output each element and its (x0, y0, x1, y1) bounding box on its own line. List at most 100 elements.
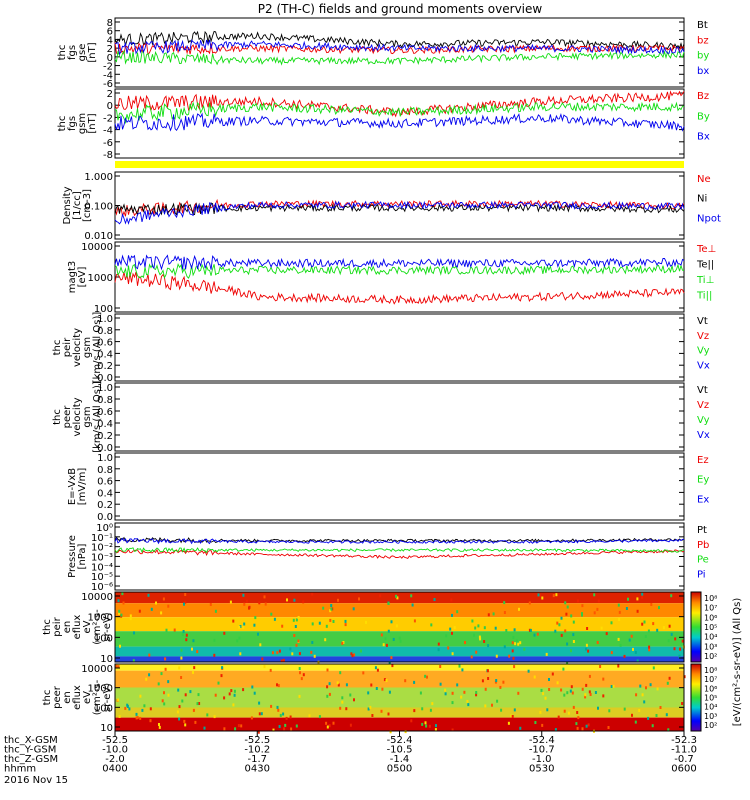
y-axis-label: [1/cc] (72, 191, 83, 220)
spectrogram-pixel (548, 688, 551, 691)
spectrogram-pixel (342, 641, 345, 644)
colorbar-strip (690, 663, 702, 732)
spectrogram-pixel (500, 708, 503, 712)
spectrogram-pixel (510, 714, 513, 718)
y-axis-label: [eV] (77, 267, 88, 288)
colorbar-tick-label: 10⁸ (704, 594, 717, 603)
series-line-Pb (114, 548, 685, 559)
spectrogram-pixel (433, 598, 436, 601)
x-row-value: 0430 (245, 764, 270, 775)
y-tick-label: 0.2 (97, 361, 113, 372)
x-row-value: -52.4 (387, 735, 413, 746)
spectrogram-pixel (180, 656, 183, 660)
spectrogram-pixel (513, 628, 516, 632)
spectrogram-pixel (643, 700, 646, 704)
y-tick-label: 4 (107, 35, 113, 46)
y-tick-label: 1.0 (97, 453, 113, 464)
spectrogram-pixel (424, 674, 427, 678)
spectrogram-pixel (189, 690, 192, 694)
spectrogram-pixel (395, 594, 398, 598)
spectrogram-pixel (135, 716, 138, 720)
y-tick-label: 1000 (88, 684, 113, 695)
spectrogram-pixel (374, 666, 377, 670)
spectrogram-pixel (610, 651, 613, 655)
colorbar-tick-label: 10⁵ (704, 694, 717, 703)
spectrogram-pixel (148, 673, 151, 677)
spectrogram-band (115, 707, 684, 718)
spectrogram-pixel (158, 723, 160, 726)
y-axis-label: velocity (72, 397, 83, 436)
spectrogram-pixel (295, 618, 298, 622)
spectrogram-pixel (194, 720, 197, 724)
spectrogram-pixel (636, 659, 639, 663)
spectrogram-pixel (148, 653, 151, 657)
y-tick-label: 0.100 (84, 202, 113, 213)
y-tick-label: 10⁰ (96, 523, 113, 534)
y-tick-label: 0.8 (97, 395, 113, 406)
spectrogram-pixel (253, 623, 256, 627)
spectrogram-pixel (421, 707, 424, 711)
spectrogram-pixel (596, 607, 599, 611)
spectrogram-pixel (503, 611, 506, 614)
spectrogram-pixel (475, 691, 478, 694)
y-axis-label: thc (42, 619, 53, 635)
x-row-label: hhmm (4, 764, 36, 775)
spectrogram-pixel (479, 637, 482, 641)
spectrogram-pixel (596, 641, 599, 644)
spectrogram-pixel (552, 594, 555, 598)
spectrogram-pixel (607, 726, 610, 729)
spectrogram-pixel (597, 706, 599, 710)
spectrogram-pixel (213, 638, 216, 642)
spectrogram-pixel (623, 707, 626, 711)
colorbar-strip (690, 591, 702, 663)
x-row-label: thc_Z-GSM (4, 754, 58, 765)
x-row-value: 0600 (671, 764, 696, 775)
spectrogram-pixel (178, 666, 181, 670)
spectrogram-pixel (648, 645, 651, 649)
y-tick-label: 10⁻³ (91, 553, 113, 564)
spectrogram-pixel (451, 613, 453, 617)
spectrogram-pixel (213, 653, 216, 657)
y-tick-label: 1000 (88, 273, 113, 284)
y-tick-label: 0.6 (97, 407, 113, 418)
y-axis-label: fgs (67, 116, 78, 131)
spectrogram-pixel (667, 728, 670, 732)
spectrogram-pixel (555, 593, 558, 597)
spectrogram-pixel (337, 683, 340, 687)
legend-entry: Ez (697, 455, 709, 466)
spectrogram-pixel (517, 642, 520, 646)
spectrogram-pixel (496, 699, 499, 703)
y-tick-label: 0.2 (97, 500, 113, 511)
x-axis-annotation: thc_X-GSM -52.5 -52.5 -52.4 -52.4 -52.3 thc_Y-… (4, 731, 697, 786)
spectrogram-pixel (623, 654, 626, 658)
spectrogram-pixel (298, 694, 301, 698)
spectrogram-pixel (297, 639, 300, 643)
y-tick-label: -4 (103, 70, 113, 81)
y-axis-label: [cm-3] (82, 189, 93, 222)
y-axis-label: en (62, 691, 73, 704)
spectrogram-pixel (666, 681, 669, 685)
spectrogram-pixel (630, 634, 633, 638)
spectrogram-pixel (539, 710, 542, 714)
spectrogram-pixel (586, 627, 589, 630)
y-tick-label: 0.6 (97, 338, 113, 349)
spectrogram-pixel (232, 703, 235, 707)
spectrogram-pixel (242, 688, 245, 692)
spectrogram-pixel (581, 687, 584, 691)
spectrogram-pixel (206, 713, 209, 717)
spectrogram-pixel (120, 613, 123, 617)
spectrogram-pixel (167, 693, 170, 697)
spectrogram-pixel (117, 698, 120, 702)
legend-entry: Ne (697, 174, 711, 185)
spectrogram-band (115, 664, 684, 671)
spectrogram-pixel (221, 666, 224, 670)
spectrogram-pixel (395, 624, 398, 628)
spectrogram-pixel (634, 720, 637, 724)
y-tick-label: 1000 (88, 613, 113, 624)
spectrogram-pixel (487, 644, 490, 648)
y-axis-label: (cm²-s- (92, 609, 103, 645)
y-tick-label: 10000 (81, 592, 113, 603)
spectrogram-pixel (271, 651, 274, 655)
spectrogram-pixel (214, 609, 217, 613)
